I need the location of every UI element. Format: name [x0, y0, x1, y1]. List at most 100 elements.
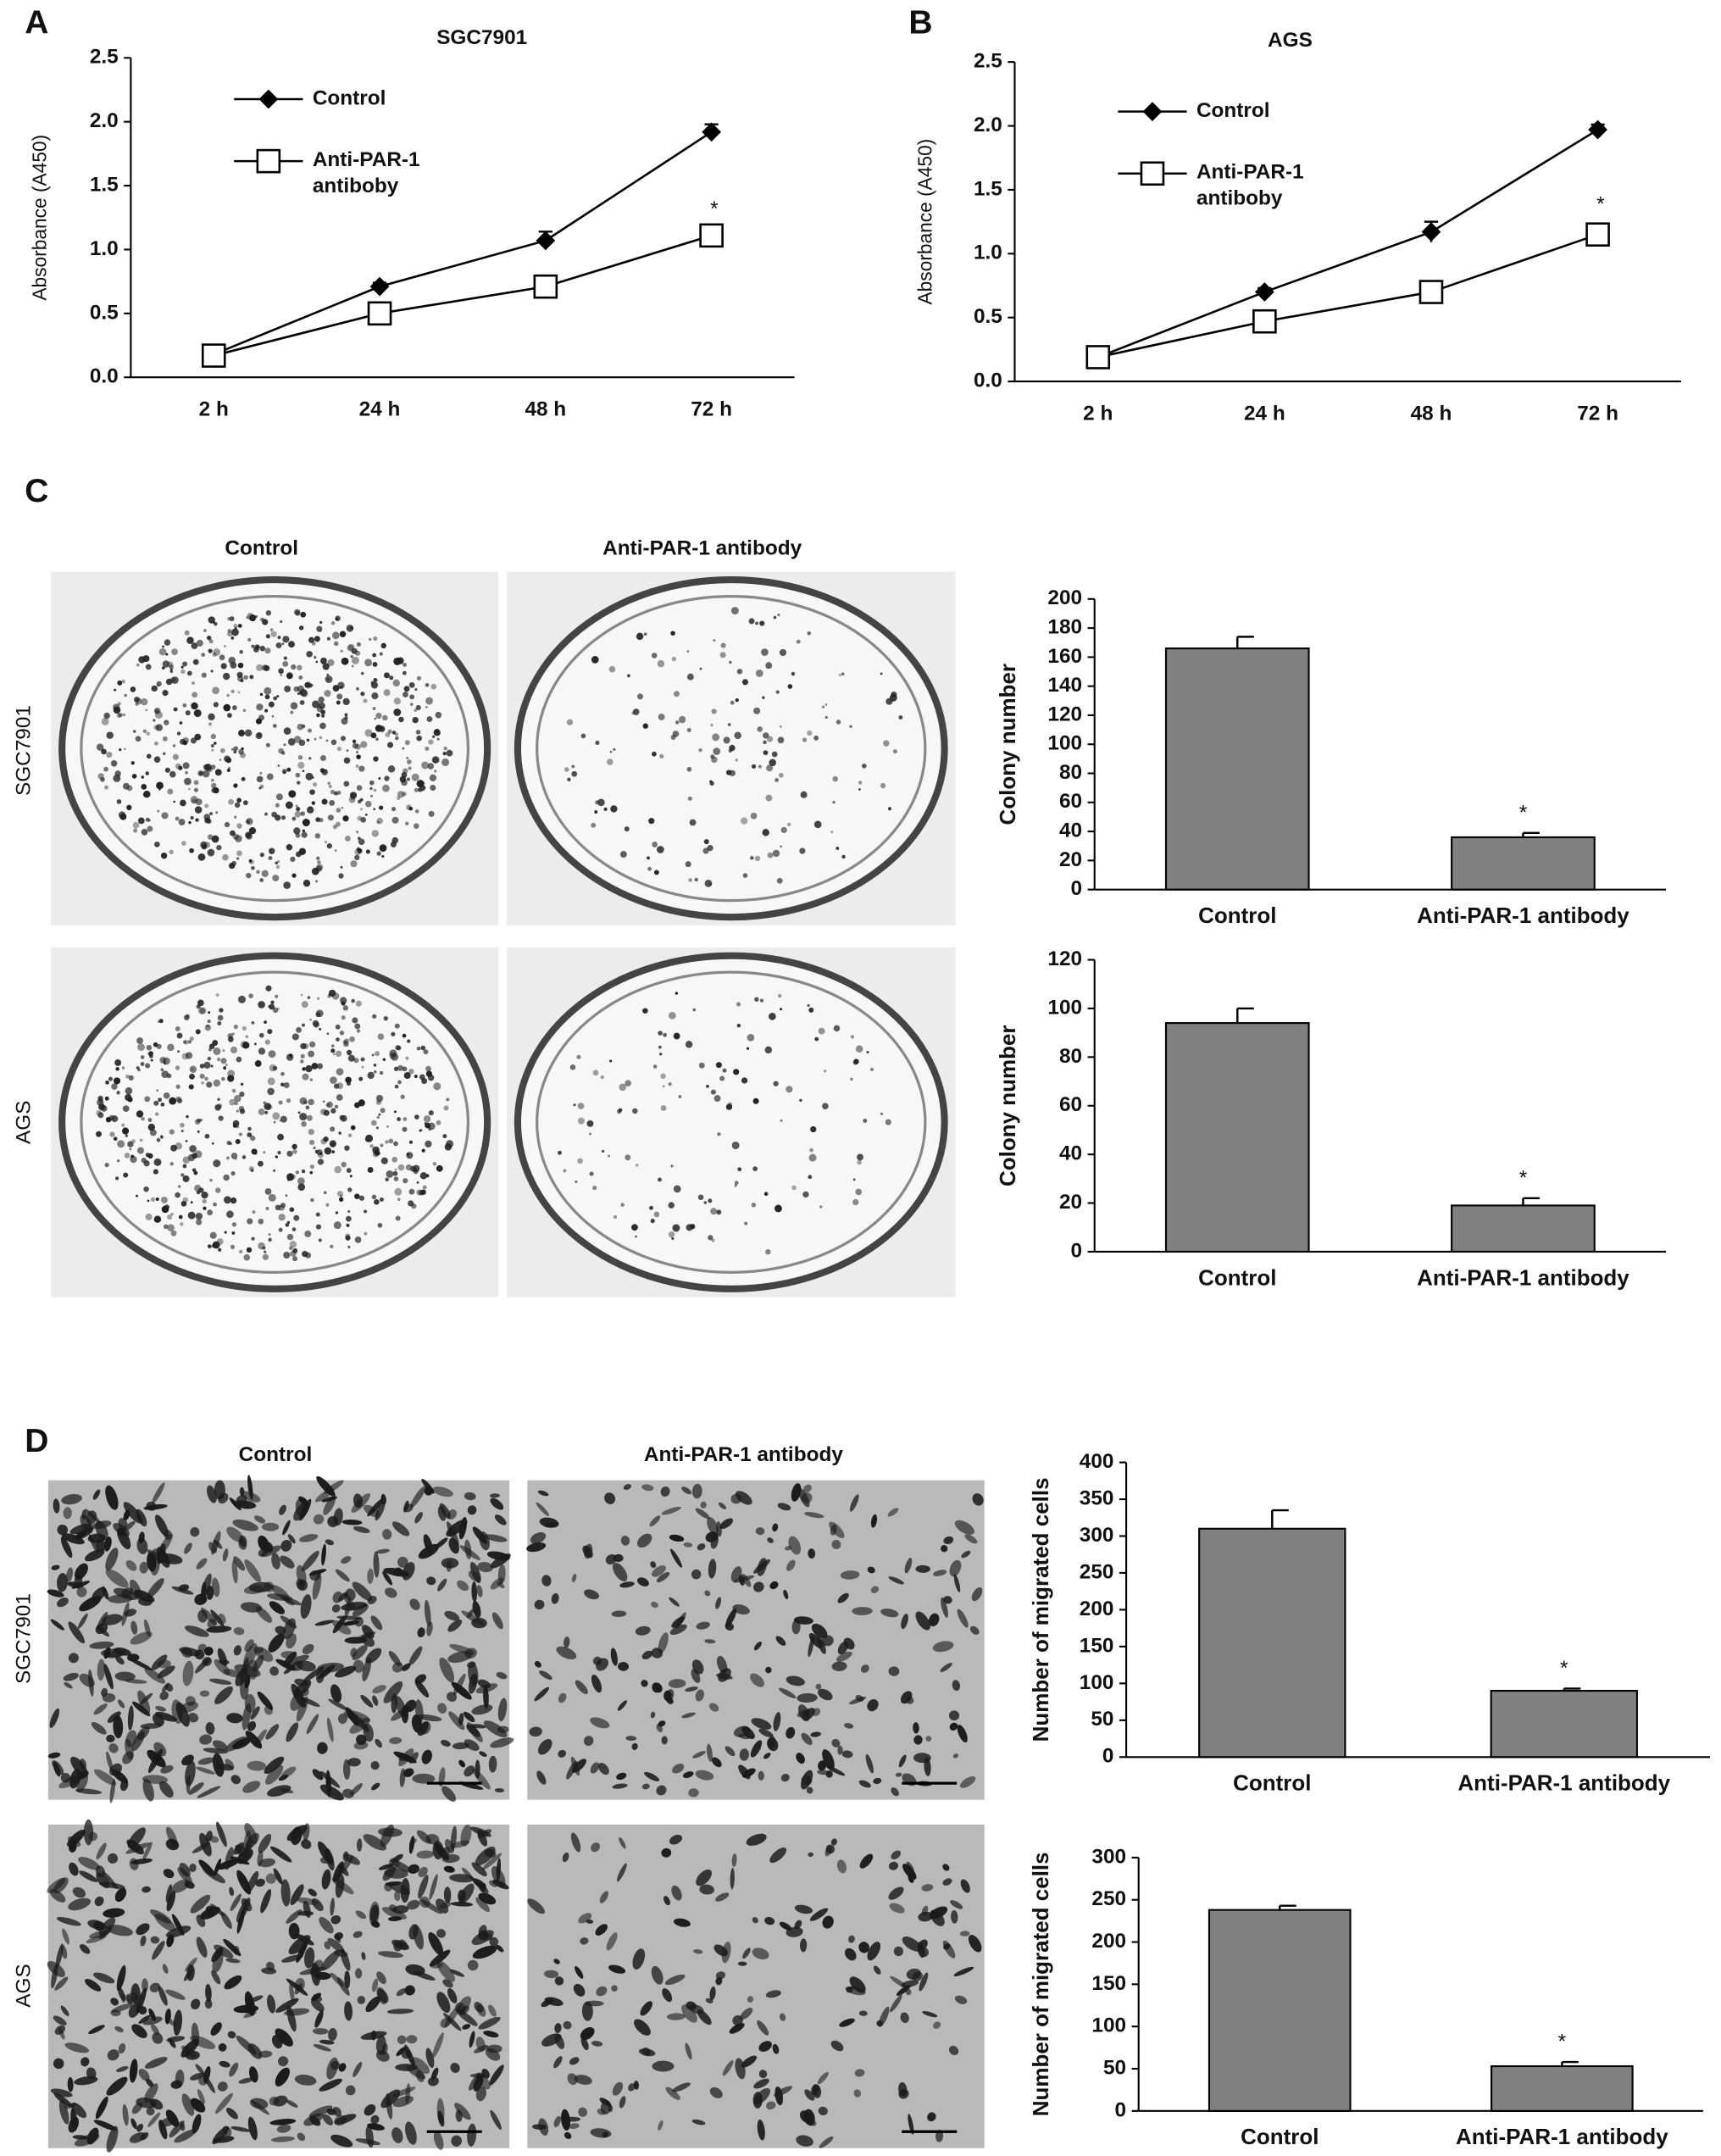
colony — [753, 707, 761, 714]
panel-label: B — [908, 5, 932, 42]
colony — [310, 1197, 314, 1203]
cell — [144, 2083, 158, 2103]
colony — [391, 836, 399, 844]
colony — [371, 1194, 377, 1200]
colony — [347, 1054, 355, 1062]
cell — [623, 1484, 632, 1491]
cell — [396, 1988, 407, 1997]
cell — [155, 1711, 177, 1722]
colony — [824, 715, 828, 720]
cell — [312, 1572, 322, 1600]
colony — [190, 796, 198, 804]
cell — [652, 1565, 666, 1577]
cell — [867, 1566, 875, 1574]
colony — [402, 1066, 408, 1072]
cell — [197, 1643, 207, 1652]
cell — [808, 1548, 816, 1559]
y-tick-label: 2.0 — [90, 109, 119, 132]
colony — [289, 1241, 297, 1248]
cell — [294, 1678, 308, 1687]
y-tick-label: 80 — [1059, 761, 1082, 784]
colony — [138, 656, 146, 664]
cell — [335, 1569, 350, 1582]
cell — [158, 1781, 174, 1798]
cell — [330, 1898, 335, 1916]
colony — [151, 685, 158, 692]
cell — [386, 2009, 414, 2014]
cell — [753, 1559, 771, 1574]
cell — [197, 1609, 208, 1623]
cell — [669, 1624, 687, 1636]
cell — [114, 1671, 136, 1681]
colony — [369, 637, 372, 641]
colony — [402, 1033, 407, 1038]
colony — [416, 1189, 423, 1196]
colony — [236, 850, 242, 857]
annotation: * — [1558, 2031, 1567, 2053]
colony — [360, 671, 364, 675]
cell — [63, 1672, 79, 1681]
y-tick-label: 100 — [1047, 996, 1082, 1019]
colony — [234, 815, 237, 819]
cell — [943, 1596, 952, 1604]
colony — [295, 832, 301, 838]
cell — [721, 1942, 731, 1964]
cell — [103, 1536, 112, 1552]
cell — [79, 1673, 95, 1687]
colony — [725, 1103, 733, 1110]
colony — [157, 809, 160, 813]
dish-rim — [536, 594, 927, 903]
cell — [490, 1498, 504, 1510]
cell — [398, 1754, 410, 1762]
colony — [446, 1097, 450, 1102]
colony — [397, 1064, 404, 1071]
cell — [131, 2102, 143, 2114]
colony — [265, 610, 272, 616]
cell — [463, 1711, 475, 1723]
cell — [275, 2067, 290, 2087]
cell — [581, 2001, 593, 2021]
colony — [421, 1148, 425, 1153]
cell — [382, 1529, 392, 1540]
colony — [436, 1164, 443, 1172]
cell — [225, 1958, 241, 1964]
cell — [142, 2016, 163, 2025]
colony — [673, 1032, 680, 1040]
colony — [284, 686, 291, 692]
colony — [247, 613, 254, 620]
cell — [142, 1775, 169, 1784]
annotation: * — [710, 197, 719, 220]
chart-title: SGC7901 — [436, 26, 527, 49]
colony — [408, 766, 412, 770]
colony — [165, 678, 173, 686]
cell — [450, 1902, 474, 1907]
colony — [248, 993, 253, 998]
colony — [220, 747, 225, 753]
cell — [681, 2004, 697, 2023]
colony — [850, 1035, 855, 1039]
cell — [76, 1586, 87, 1598]
cell — [801, 1732, 813, 1746]
cell — [758, 2070, 768, 2079]
cell — [249, 1995, 264, 2003]
y-tick-label: 40 — [1059, 1142, 1082, 1165]
colony — [608, 665, 616, 673]
cell — [494, 1787, 505, 1793]
cell — [580, 1937, 589, 1945]
colony — [351, 1057, 354, 1060]
cell — [222, 1548, 229, 1562]
cell — [76, 1773, 89, 1793]
cell — [612, 1562, 628, 1582]
cell — [767, 1736, 776, 1749]
colony — [236, 797, 241, 803]
y-tick-label: 300 — [1080, 1524, 1114, 1547]
cell — [382, 1570, 393, 1586]
colony — [336, 790, 341, 795]
colony — [211, 835, 219, 843]
cell — [164, 2008, 171, 2025]
x-tick-label: Anti-PAR-1 antibody — [1456, 2124, 1668, 2149]
cell — [324, 1480, 344, 1494]
cell — [142, 1886, 151, 1893]
cell — [147, 2112, 161, 2127]
colony — [395, 736, 399, 741]
